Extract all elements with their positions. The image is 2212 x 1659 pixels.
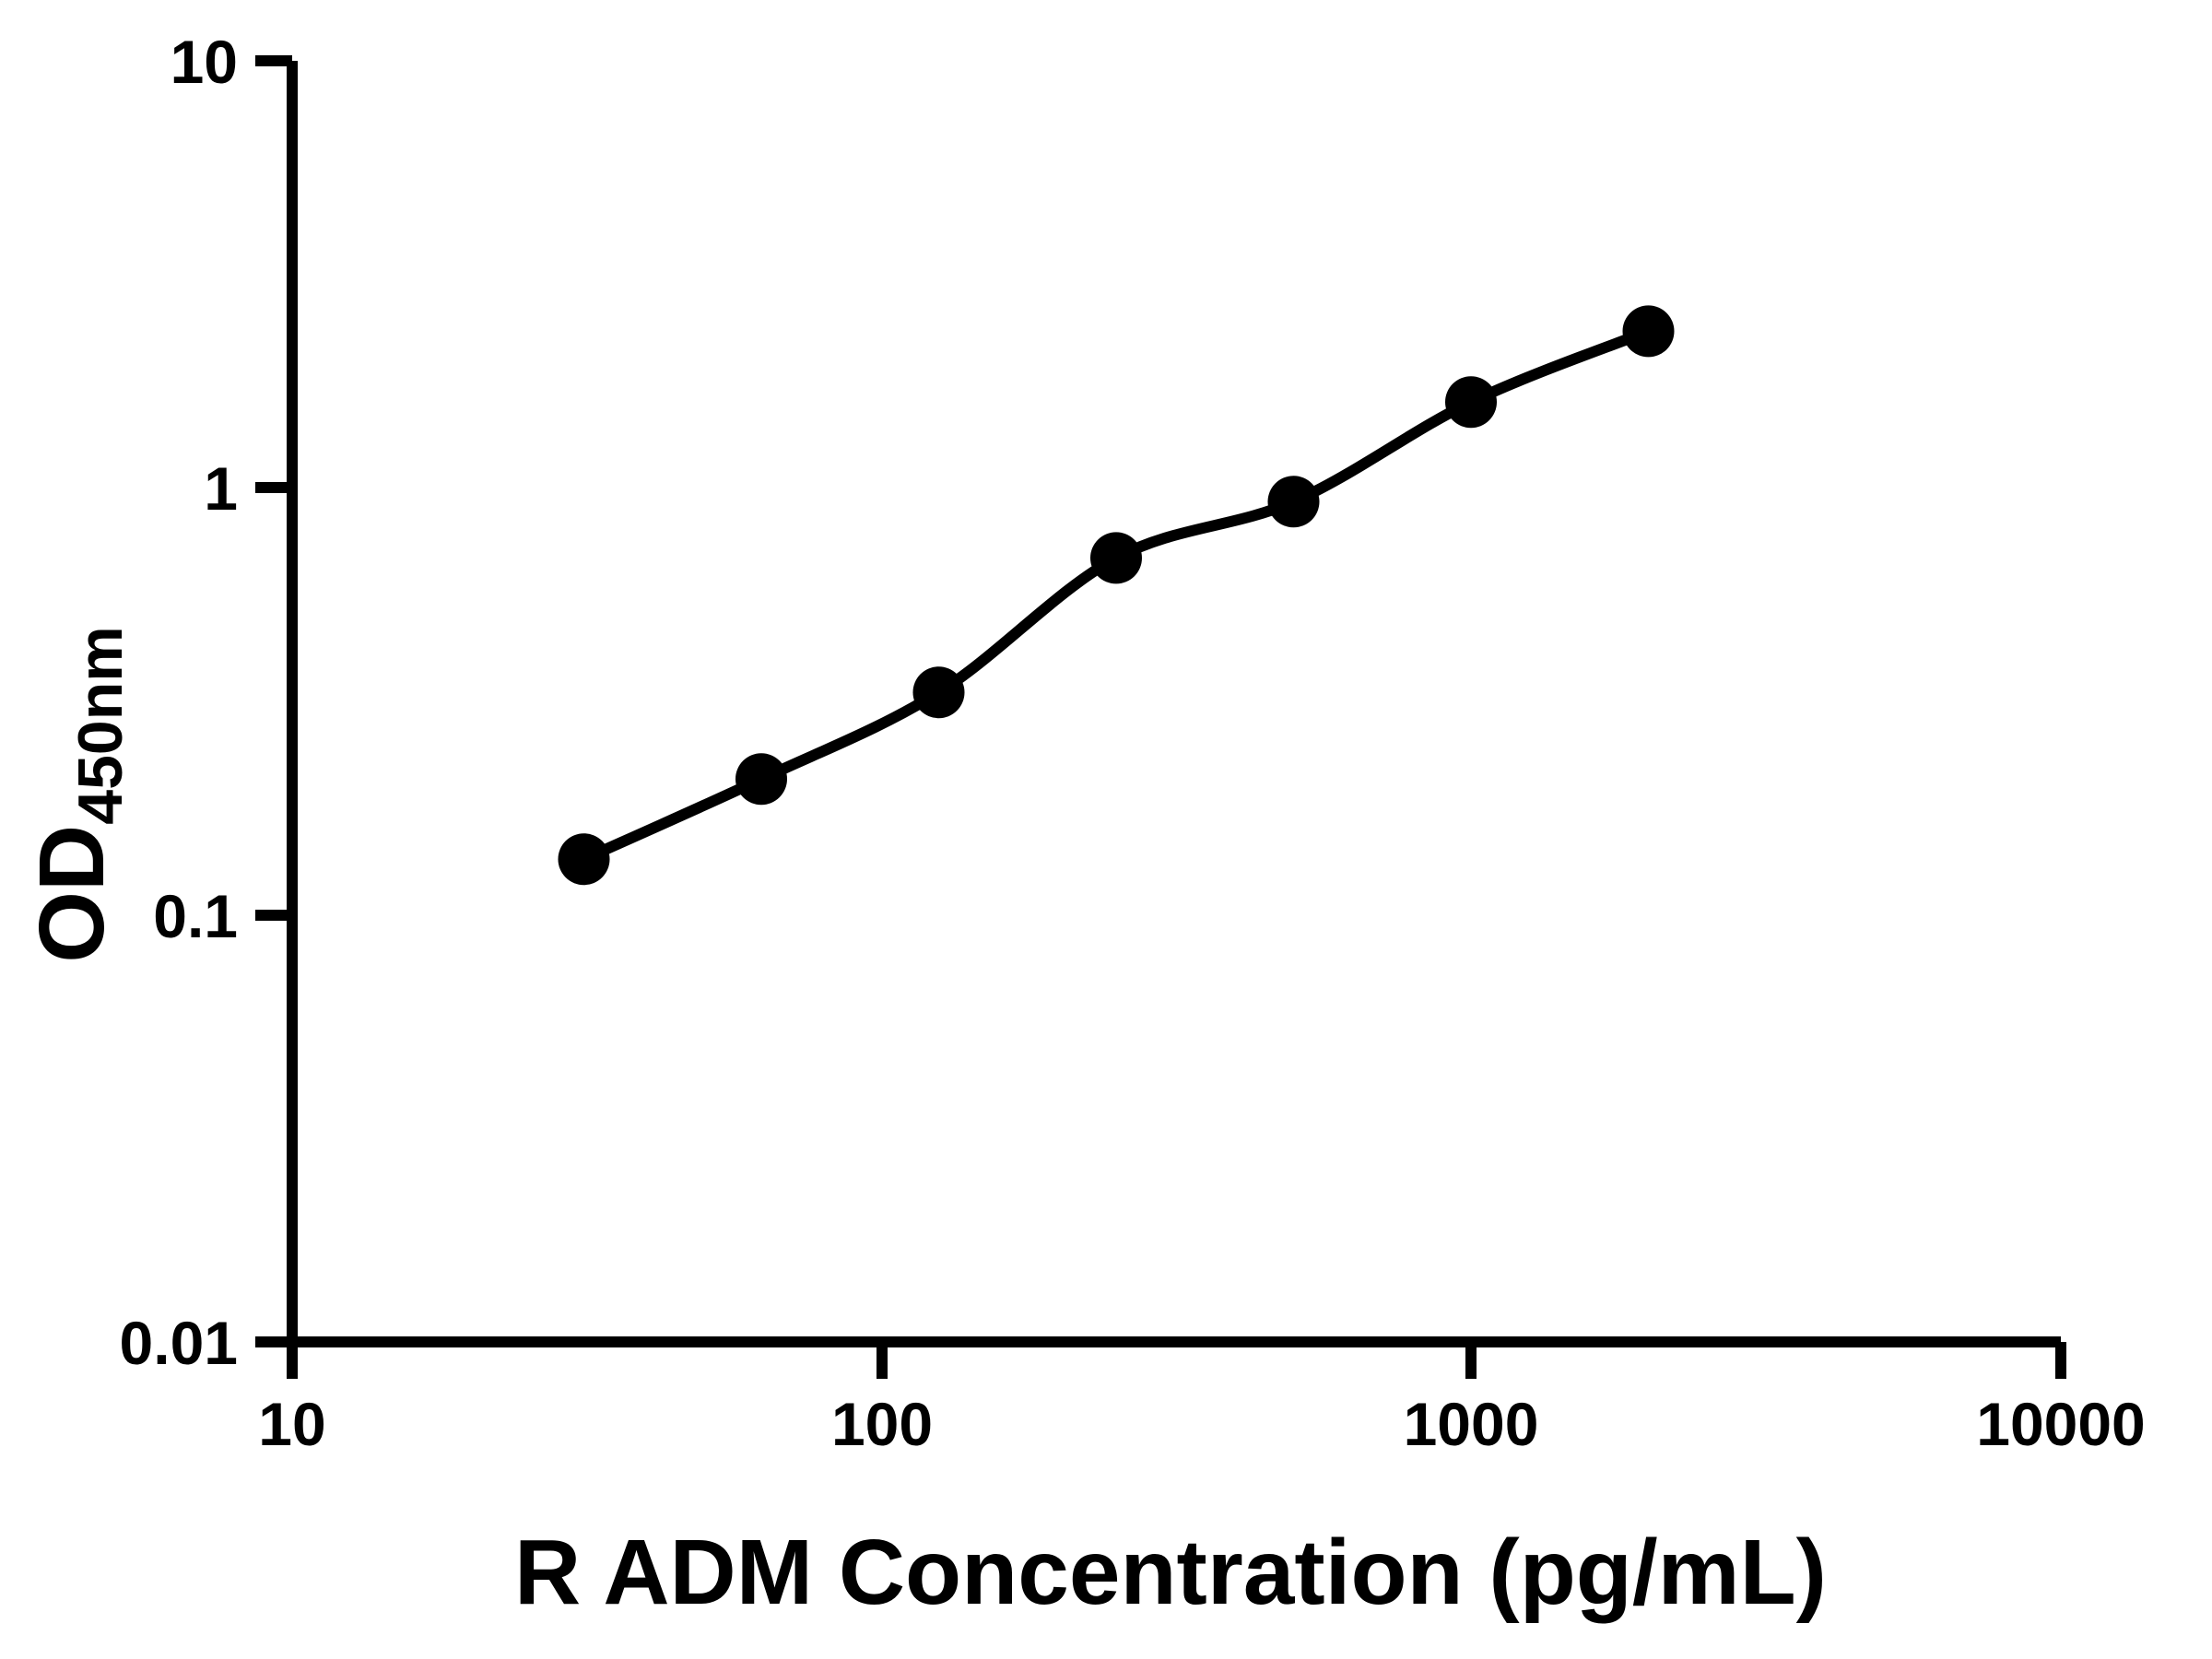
data-point-1: [558, 833, 610, 886]
y-axis-title-main: OD: [20, 825, 124, 963]
data-point-5: [1267, 476, 1320, 528]
x-tick-label-100: 100: [831, 1390, 933, 1458]
data-point-6: [1445, 376, 1497, 429]
y-tick-label-0_1: 0.1: [153, 882, 238, 950]
x-axis-title: R ADM Concentration (pg/mL): [514, 1521, 1827, 1624]
data-point-4: [1090, 532, 1142, 584]
x-tick-label-10000: 10000: [1976, 1390, 2146, 1458]
y-tick-label-1: 1: [204, 454, 238, 523]
y-tick-label-0_01: 0.01: [120, 1309, 238, 1377]
data-point-3: [912, 666, 965, 719]
x-tick-labels: 10 100 1000 10000: [258, 1390, 2145, 1458]
y-tick-labels: 10 1 0.1 0.01: [120, 28, 238, 1377]
y-tick-label-10: 10: [171, 28, 238, 96]
y-axis-title-subscript: 450nm: [65, 626, 135, 824]
y-axis-title: OD450nm: [20, 626, 135, 962]
x-tick-label-1000: 1000: [1404, 1390, 1539, 1458]
axes: [255, 55, 2066, 1379]
data-point-2: [735, 753, 787, 806]
data-point-7: [1622, 305, 1675, 358]
data-series: [558, 305, 1675, 886]
x-tick-label-10: 10: [258, 1390, 325, 1458]
